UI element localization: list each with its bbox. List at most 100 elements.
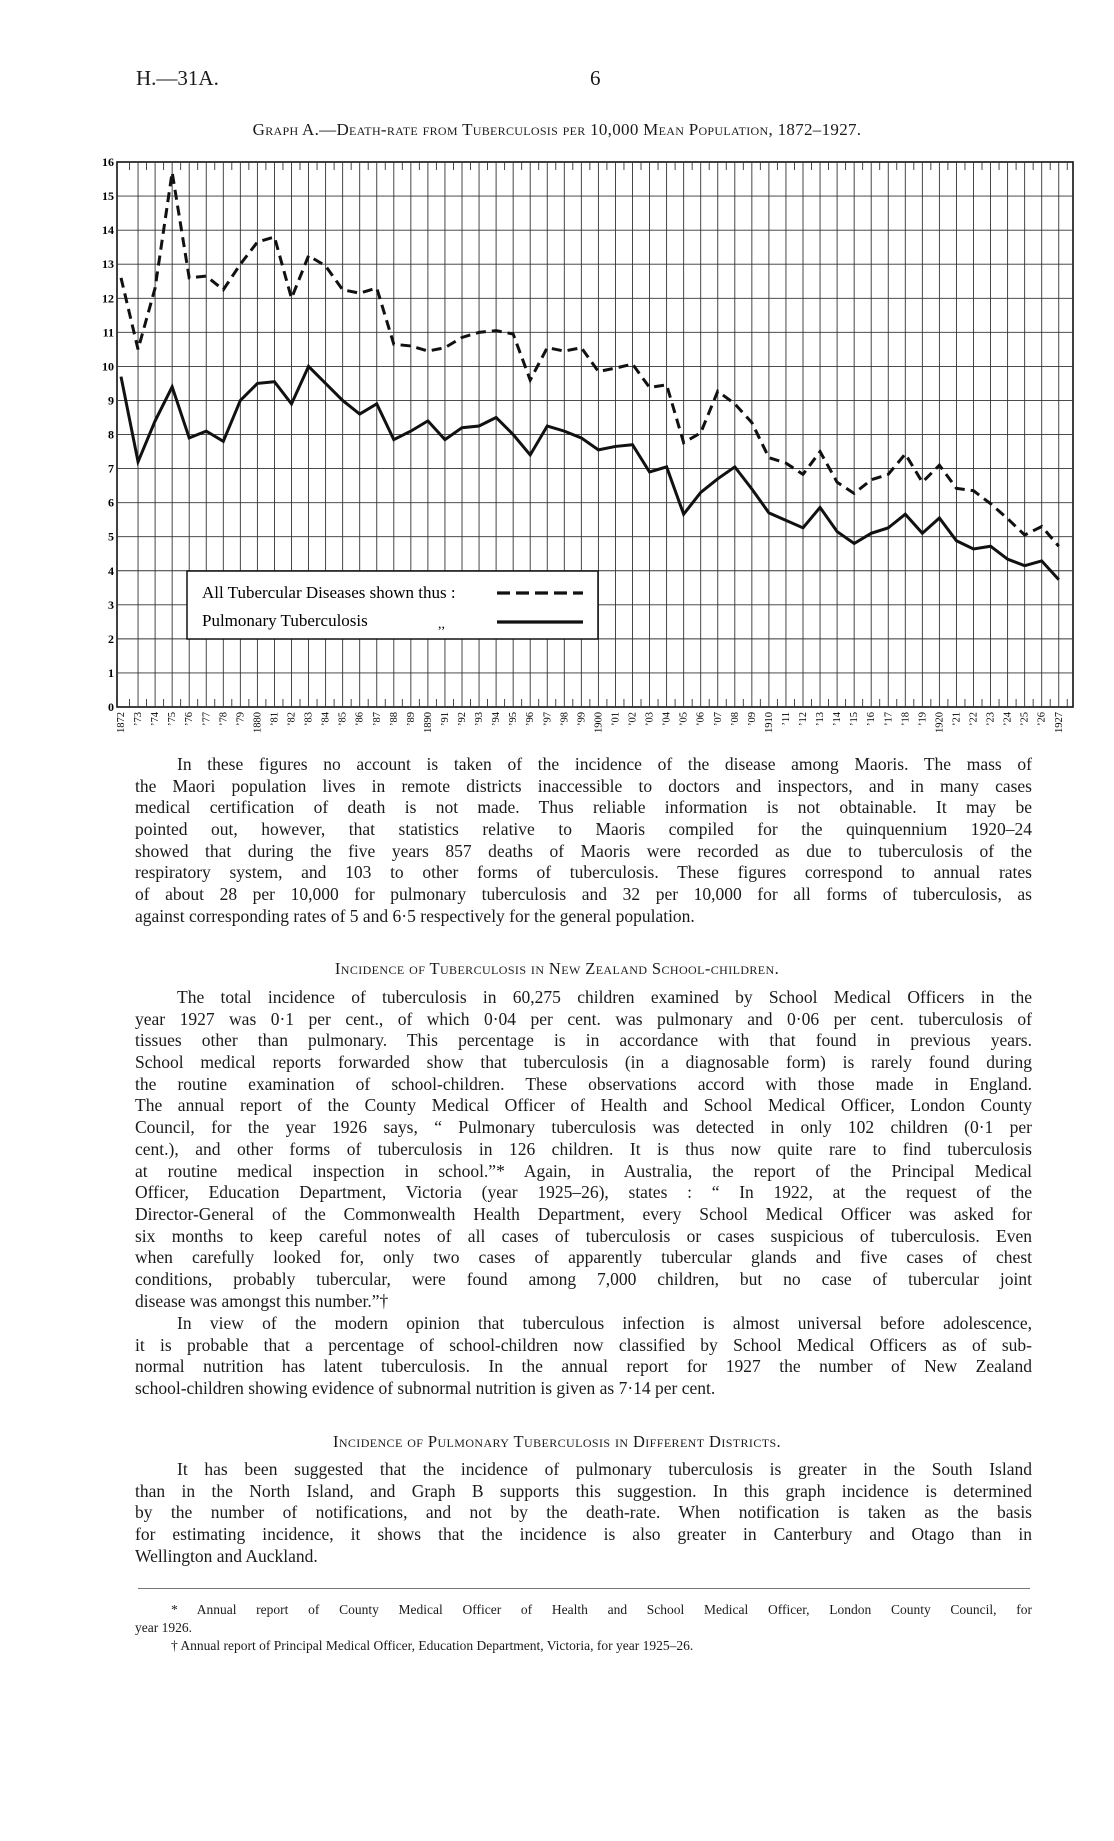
x-tick-label: ’04 bbox=[662, 711, 673, 726]
chart-legend: All Tubercular Diseases shown thus : Pul… bbox=[186, 570, 599, 640]
text-line: cent.), and other forms of tuberculosis … bbox=[135, 1138, 1032, 1159]
heading-districts: Incidence of Pulmonary Tuberculosis in D… bbox=[332, 1432, 782, 1451]
x-tick-label: ’75 bbox=[167, 712, 178, 726]
x-tick-label: ’76 bbox=[184, 712, 195, 726]
x-tick-label: ’88 bbox=[389, 712, 400, 726]
x-tick-label: ’95 bbox=[508, 712, 519, 726]
text-line: The total incidence of tuberculosis in 6… bbox=[177, 987, 1032, 1007]
text-line: at routine medical inspection in school.… bbox=[135, 1160, 1032, 1181]
paragraph-maori-statistics: In these figures no account is taken of … bbox=[135, 754, 1032, 928]
paragraph-school-children: The total incidence of tuberculosis in 6… bbox=[135, 987, 1032, 1312]
text-line: against corresponding rates of 5 and 6·5… bbox=[135, 905, 695, 926]
text-line: Wellington and Auckland. bbox=[135, 1545, 318, 1566]
x-tick-label: ’01 bbox=[610, 712, 621, 726]
text-line: school-children showing evidence of subn… bbox=[135, 1378, 716, 1399]
heading-school-children: Incidence of Tuberculosis in New Zealand… bbox=[334, 959, 780, 978]
text-line: In view of the modern opinion that tuber… bbox=[177, 1313, 1032, 1333]
paragraph-subnormal-nutrition: In view of the modern opinion that tuber… bbox=[135, 1313, 1032, 1400]
footnote-divider bbox=[138, 1588, 1030, 1589]
text-line: normal nutrition has latent tuberculosis… bbox=[135, 1356, 1032, 1377]
x-tick-label: ’12 bbox=[798, 712, 809, 726]
x-tick-label: ’85 bbox=[338, 712, 349, 726]
x-axis-labels: 1872 ’73 ’74 ’75 ’76 ’77 ’78 ’79 1880 ’81 ’82 ’83 ’8… bbox=[116, 711, 1065, 733]
text-line: * Annual report of County Medical Office… bbox=[171, 1602, 1032, 1617]
x-tick-label: ’83 bbox=[304, 712, 315, 726]
x-tick-label: ’16 bbox=[866, 712, 877, 726]
text-line: Director-General of the Commonwealth Hea… bbox=[135, 1203, 1032, 1224]
x-tick-label: ’99 bbox=[576, 712, 587, 726]
x-tick-label: ’97 bbox=[542, 712, 553, 726]
text-line: year 1927 was 0·1 per cent., of which 0·… bbox=[135, 1008, 1032, 1029]
x-tick-label: ’06 bbox=[696, 712, 707, 726]
y-tick-label: 14 bbox=[102, 223, 114, 237]
y-tick-label: 11 bbox=[103, 325, 114, 339]
y-tick-label: 13 bbox=[102, 257, 114, 271]
x-tick-label: ’78 bbox=[218, 712, 229, 726]
text-line: conditions, probably tubercular, were fo… bbox=[135, 1268, 1032, 1289]
text-line: for estimating incidence, it shows that … bbox=[135, 1524, 1032, 1545]
series-pulmonary-line bbox=[119, 363, 1060, 581]
report-code: H.—31A. bbox=[136, 66, 219, 90]
x-tick-label: 1920 bbox=[934, 712, 945, 733]
x-tick-label: ’89 bbox=[406, 712, 417, 726]
text-line: In these figures no account is taken of … bbox=[177, 754, 1032, 774]
y-tick-label: 2 bbox=[108, 632, 114, 646]
text-line: when carefully looked for, only two case… bbox=[135, 1247, 1032, 1268]
x-tick-label: ’09 bbox=[747, 712, 758, 726]
y-tick-label: 0 bbox=[108, 700, 114, 714]
footnote-asterisk: * Annual report of County Medical Office… bbox=[135, 1601, 1032, 1636]
x-tick-label: ’08 bbox=[730, 712, 741, 726]
x-tick-label: ’22 bbox=[969, 712, 980, 726]
x-tick-label: ’15 bbox=[849, 712, 860, 726]
x-tick-label: 1872 bbox=[116, 712, 127, 733]
x-tick-label: ’87 bbox=[372, 712, 383, 726]
x-tick-label: ’21 bbox=[951, 712, 962, 726]
y-tick-label: 12 bbox=[102, 291, 114, 305]
x-tick-label: 1910 bbox=[764, 712, 775, 733]
x-tick-label: ’25 bbox=[1020, 712, 1031, 726]
x-tick-label: ’73 bbox=[133, 712, 144, 726]
text-line: tissues other than pulmonary. This perce… bbox=[135, 1030, 1032, 1051]
x-tick-label: ’96 bbox=[525, 712, 536, 726]
y-tick-label: 4 bbox=[108, 564, 114, 578]
x-tick-label: ’92 bbox=[457, 712, 468, 726]
y-tick-label: 6 bbox=[108, 496, 114, 510]
page-number: 6 bbox=[590, 66, 601, 90]
x-tick-label: ’26 bbox=[1037, 712, 1048, 726]
y-tick-label: 7 bbox=[108, 462, 114, 476]
x-tick-label: ’79 bbox=[235, 712, 246, 726]
x-tick-label: ’84 bbox=[321, 711, 332, 726]
y-tick-label: 16 bbox=[102, 155, 114, 169]
legend-box bbox=[186, 570, 599, 640]
x-tick-label: ’11 bbox=[781, 712, 792, 726]
y-tick-label: 8 bbox=[108, 428, 114, 442]
y-tick-label: 1 bbox=[108, 666, 114, 680]
text-line: by the number of notifications, and not … bbox=[135, 1502, 1032, 1523]
x-tick-label: ’93 bbox=[474, 712, 485, 726]
x-tick-label: ’03 bbox=[645, 712, 656, 726]
y-tick-label: 9 bbox=[108, 393, 114, 407]
text-line: Council, for the year 1926 says, “ Pulmo… bbox=[135, 1117, 1032, 1138]
y-tick-label: 3 bbox=[108, 598, 114, 612]
x-tick-label: ’14 bbox=[832, 711, 843, 726]
legend-label-all-tubercular: All Tubercular Diseases shown thus : bbox=[202, 583, 456, 602]
chart-title: Graph A.—Death-rate from Tuberculosis pe… bbox=[252, 120, 862, 139]
x-tick-label: ’24 bbox=[1003, 711, 1014, 726]
x-tick-label: ’98 bbox=[559, 712, 570, 726]
text-line: it is probable that a percentage of scho… bbox=[135, 1334, 1032, 1355]
text-line: year 1926. bbox=[135, 1619, 192, 1635]
text-line: than in the North Island, and Graph B su… bbox=[135, 1480, 1032, 1501]
text-line: the Maori population lives in remote dis… bbox=[135, 775, 1032, 796]
text-line: six months to keep careful notes of all … bbox=[135, 1225, 1032, 1246]
x-tick-label: ’23 bbox=[986, 712, 997, 726]
x-tick-label: ’17 bbox=[883, 712, 894, 726]
x-tick-label: ’94 bbox=[491, 711, 502, 726]
x-tick-label: 1880 bbox=[252, 712, 263, 733]
x-tick-label: ’02 bbox=[628, 712, 639, 726]
x-tick-label: ’82 bbox=[287, 712, 298, 726]
text-line: of about 28 per 10,000 for pulmonary tub… bbox=[135, 884, 1032, 905]
y-tick-label: 15 bbox=[102, 189, 114, 203]
text-line: respiratory system, and 103 to other for… bbox=[135, 862, 1032, 883]
y-tick-label: 5 bbox=[108, 530, 114, 544]
